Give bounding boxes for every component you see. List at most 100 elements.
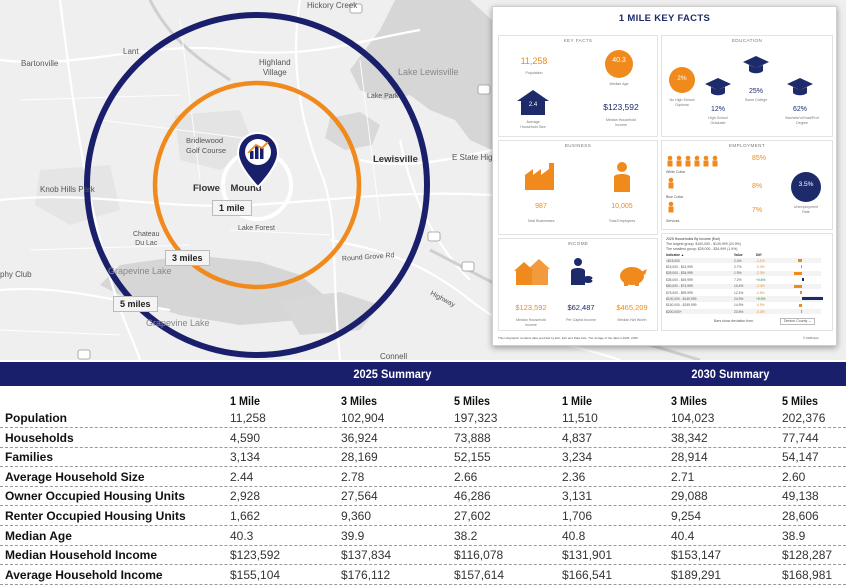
place-hickory-creek: Hickory Creek: [307, 1, 358, 10]
hh-income-diff: -0.9%: [756, 303, 765, 308]
map-basemap: [0, 0, 701, 360]
hh-income-value: 14.9%: [734, 303, 744, 308]
white-collar-people-icon: [667, 155, 718, 167]
hh-income-label: $100,000 - $149,999: [666, 296, 697, 301]
median-income-label: Median Household Income: [606, 118, 636, 127]
hh-income-label: $75,000 - $99,999: [666, 290, 693, 295]
hh-income-row: $150,000 - $199,999 14.9% -0.9%: [666, 303, 821, 308]
table-cell: 28,606: [782, 509, 819, 523]
table-cell: 46,286: [454, 489, 491, 504]
employee-icon: [614, 162, 630, 192]
place-highland-village: Highland Village: [259, 58, 291, 77]
chevron-down-icon: ⌄: [808, 319, 812, 323]
table-row: Owner Occupied Housing Units 2,928 27,564 4…: [0, 486, 846, 507]
col-2025-3-miles: 3 Miles: [341, 394, 378, 408]
services-value: 7%: [751, 207, 763, 214]
business-title: BUSINESS: [564, 143, 592, 148]
unemployment-value: 3.5%: [798, 181, 814, 188]
place-knob-hills: Knob Hills Park: [40, 185, 95, 194]
table-cell: 2.44: [230, 469, 254, 484]
no-hs-value: 2%: [677, 75, 687, 82]
services-person-icon: [668, 201, 674, 213]
table-row: Population 11,258 102,904 197,323 11,510 104,…: [0, 408, 846, 428]
col-2030-3-miles: 3 Miles: [671, 394, 708, 408]
infographic-footer-note: This infographic contains data provided …: [498, 336, 639, 340]
table-cell: 2.36: [562, 469, 586, 484]
table-cell: $128,287: [782, 548, 833, 563]
some-college-value: 25%: [748, 88, 763, 95]
median-income-value: $123,592: [603, 102, 639, 112]
radius-rings: [84, 12, 430, 358]
table-row: Median Age 40.3 39.9 38.2 40.8 40.4 38.9: [0, 526, 846, 546]
hh-income-diff-bar: [800, 310, 802, 314]
key-facts-panel: KEY FACTS 11,258 Population 40.3 Median …: [498, 35, 658, 137]
one-mile-label: 1 mile: [212, 200, 252, 216]
place-lake-park: Lake Park: [367, 93, 399, 100]
person-coins-icon: [571, 258, 593, 285]
table-cell: 29,088: [671, 489, 708, 504]
income-median-hh-label: Median Household Income: [516, 318, 546, 327]
table-row: Average Household Size 2.44 2.78 2.66 2.36 2.…: [0, 467, 846, 487]
table-cell: 28,169: [341, 450, 378, 465]
hh-income-value: 2.7%: [734, 264, 742, 269]
unemployment-label: Unemployment Rate: [793, 205, 819, 214]
table-cell: 38.9: [782, 528, 806, 543]
table-cell: 4,837: [562, 430, 593, 445]
hh-income-diff-bar: [800, 265, 802, 269]
row-label: Families: [5, 450, 54, 465]
table-cell: 36,924: [341, 430, 378, 445]
building-chart-pin-icon[interactable]: [236, 131, 280, 189]
summary-banner: 2025 Summary 2030 Summary: [0, 362, 846, 386]
hh-income-label: $35,000 - $49,999: [666, 277, 693, 282]
graduation-cap-icon-3: [787, 78, 813, 96]
hh-income-diff-bar: [793, 284, 802, 288]
hh-col-indicator[interactable]: Indicator ▲: [666, 252, 685, 257]
table-cell: 40.3: [230, 528, 254, 543]
table-cell: 38,342: [671, 430, 708, 445]
white-collar-label: White Collar: [666, 170, 686, 174]
key-facts-infographic: 1 MILE KEY FACTS KEY FACTS 11,258 Popula…: [492, 6, 837, 346]
table-cell: $116,078: [454, 548, 504, 563]
hh-income-diff-bar: [798, 259, 802, 262]
table-cell: 77,744: [782, 430, 819, 445]
table-cell: 73,888: [454, 430, 491, 445]
hh-income-diff-bar: [798, 303, 802, 307]
table-cell: 2.60: [782, 469, 806, 484]
table-cell: 11,258: [230, 411, 266, 425]
five-mile-ring: [84, 12, 430, 358]
hh-income-value: 24.9%: [734, 296, 744, 301]
hs-value: 12%: [710, 106, 725, 113]
hs-label: High School Graduate: [708, 116, 728, 125]
bachelor-label: Bachelor's/Grad/Prof Degree: [785, 116, 819, 125]
hh-income-smallest-note: The smallest group: $25,000 - $34,999 (1…: [666, 246, 738, 251]
income-median-hh-value: $123,592: [515, 303, 547, 312]
median-age-circle-icon: [605, 50, 633, 78]
table-cell: $153,147: [671, 548, 722, 563]
table-cell: 38.2: [454, 528, 478, 543]
table-cell: 1,662: [230, 509, 261, 523]
piggy-bank-icon: [620, 267, 647, 286]
hh-income-label: $15,000 - $24,999: [666, 264, 693, 269]
per-capita-label: Per Capita Income: [566, 318, 596, 322]
blue-collar-person-icon: [668, 177, 674, 189]
hh-income-diff: -2.3%: [756, 271, 765, 276]
hh-income-diff-bar: [800, 291, 802, 294]
place-lantana: Lant: [123, 47, 139, 56]
house-icon: [517, 90, 549, 115]
graduation-cap-icon: [705, 78, 731, 96]
table-cell: $131,901: [562, 548, 613, 563]
hh-income-largest-note: The largest group: $100,000 - $149,999 (…: [666, 242, 741, 246]
five-mile-label: 5 miles: [113, 296, 158, 312]
table-cell: 9,360: [341, 509, 372, 523]
summary-2030-title: 2030 Summary: [691, 367, 770, 381]
bars-comparison-select[interactable]: Denton County ⌄: [780, 318, 816, 325]
employees-label: Total Employees: [608, 219, 636, 223]
hh-income-diff: -0.3%: [756, 309, 765, 314]
hh-income-diff: -0.3%: [756, 264, 765, 269]
table-cell: 197,323: [454, 411, 498, 425]
hh-col-value: Value: [734, 252, 743, 257]
employment-title: EMPLOYMENT: [728, 143, 766, 148]
infographic-copyright: © 2025 Esri: [803, 336, 819, 340]
businesses-label: Total Businesses: [527, 219, 555, 223]
row-label: Households: [5, 430, 74, 445]
